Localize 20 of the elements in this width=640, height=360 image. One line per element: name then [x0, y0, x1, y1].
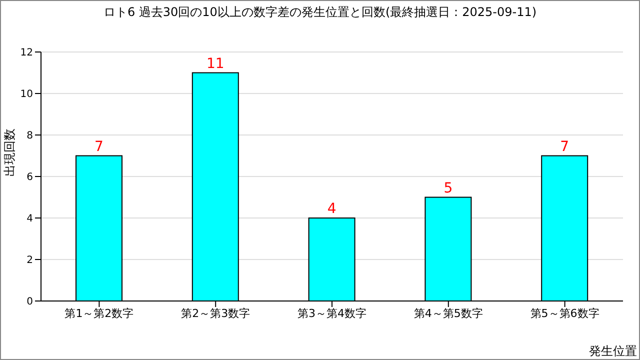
y-tick-label: 12 — [20, 48, 33, 59]
y-tick-label: 2 — [26, 255, 33, 266]
x-axis-title: 発生位置 — [589, 344, 637, 358]
data-label: 7 — [94, 138, 104, 155]
x-tick-label: 第2～第3数字 — [181, 306, 250, 320]
data-label: 7 — [560, 138, 570, 155]
y-tick-label: 0 — [26, 296, 33, 308]
y-tick-label: 6 — [26, 172, 33, 184]
y-tick-label: 8 — [26, 130, 33, 142]
y-tick-label: 10 — [20, 89, 33, 100]
x-tick-label: 第5～第6数字 — [530, 306, 600, 320]
x-tick-label: 第3～第4数字 — [298, 306, 366, 320]
data-label: 5 — [444, 180, 453, 196]
data-label: 11 — [206, 56, 224, 72]
chart-title: ロト6 過去30回の10以上の数字差の発生位置と回数(最終抽選日：2025-09-11) — [102, 4, 538, 21]
y-tick-label: 4 — [26, 214, 33, 225]
x-tick-label: 第1～第2数字 — [64, 306, 134, 320]
y-axis-title: 出現回数 — [2, 128, 16, 176]
data-label: 4 — [327, 201, 336, 217]
x-tick-label: 第4～第5数字 — [414, 306, 483, 320]
